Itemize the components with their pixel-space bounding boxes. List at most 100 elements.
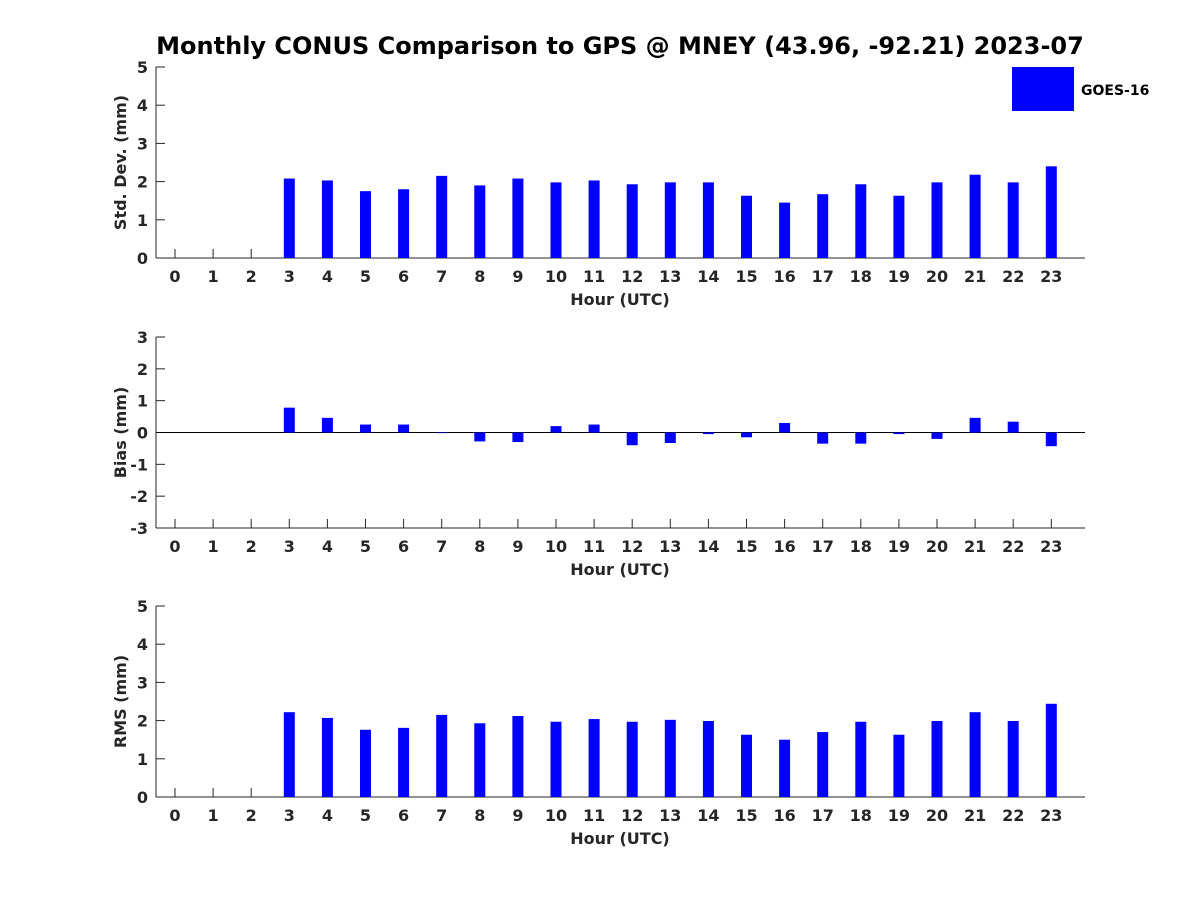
bar-bias-hour-5 — [360, 424, 371, 433]
bar-std-dev-hour-11 — [588, 180, 600, 258]
bar-std-dev-hour-14 — [702, 182, 714, 258]
x-tick-label: 19 — [888, 267, 910, 286]
bar-rms-hour-11 — [588, 719, 600, 797]
x-tick-label: 18 — [850, 806, 872, 825]
x-tick-label: 7 — [436, 267, 447, 286]
y-tick-label: 0 — [137, 249, 148, 268]
x-tick-label: 21 — [964, 267, 986, 286]
y-tick-label: 0 — [137, 788, 148, 807]
x-tick-label: 3 — [284, 806, 295, 825]
x-tick-label: 14 — [697, 537, 719, 556]
x-tick-label: 16 — [773, 267, 795, 286]
x-tick-label: 9 — [512, 537, 523, 556]
x-tick-label: 13 — [659, 537, 681, 556]
x-tick-label: 13 — [659, 806, 681, 825]
x-tick-label: 20 — [926, 806, 948, 825]
bar-bias-hour-10 — [550, 426, 562, 433]
x-tick-label: 15 — [735, 537, 757, 556]
x-tick-label: 0 — [169, 267, 180, 286]
bar-bias-hour-15 — [741, 432, 752, 438]
x-tick-label: 17 — [812, 267, 834, 286]
bar-std-dev-hour-18 — [855, 184, 867, 258]
bar-std-dev-hour-17 — [817, 194, 829, 258]
bar-rms-hour-17 — [817, 732, 829, 797]
bar-bias-hour-16 — [779, 422, 791, 433]
bar-bias-hour-23 — [1045, 432, 1057, 447]
bar-std-dev-hour-21 — [969, 174, 981, 258]
x-tick-label: 7 — [436, 537, 447, 556]
bar-std-dev-hour-23 — [1045, 166, 1057, 258]
y-tick-label: 5 — [137, 597, 148, 616]
y-tick-label: 3 — [137, 328, 148, 347]
bar-bias-hour-21 — [969, 417, 981, 433]
bar-rms-hour-8 — [474, 723, 486, 797]
y-tick-label: -2 — [130, 487, 148, 506]
bar-rms-hour-15 — [741, 734, 752, 797]
bar-bias-hour-12 — [626, 432, 638, 446]
y-axis-label: Std. Dev. (mm) — [111, 95, 130, 230]
legend-swatch — [1012, 67, 1074, 111]
y-axis-label: Bias (mm) — [111, 387, 130, 479]
x-tick-label: 22 — [1002, 537, 1024, 556]
bar-std-dev-hour-22 — [1007, 182, 1019, 258]
bar-std-dev-hour-19 — [893, 195, 905, 258]
bar-rms-hour-7 — [436, 714, 448, 797]
x-tick-label: 18 — [850, 267, 872, 286]
x-tick-label: 11 — [583, 537, 605, 556]
x-tick-label: 22 — [1002, 806, 1024, 825]
y-tick-label: 0 — [137, 424, 148, 443]
y-tick-label: 1 — [137, 750, 148, 769]
x-tick-label: 8 — [474, 537, 485, 556]
bar-rms-hour-14 — [702, 720, 714, 797]
x-tick-label: 16 — [773, 806, 795, 825]
bar-rms-hour-3 — [283, 712, 295, 797]
x-tick-label: 23 — [1040, 806, 1062, 825]
y-tick-label: 2 — [137, 360, 148, 379]
bar-std-dev-hour-16 — [779, 202, 791, 258]
y-tick-label: 3 — [137, 134, 148, 153]
bar-rms-hour-4 — [321, 717, 333, 797]
y-tick-label: 5 — [137, 58, 148, 77]
x-tick-label: 12 — [621, 267, 643, 286]
x-tick-label: 19 — [888, 806, 910, 825]
x-tick-label: 12 — [621, 537, 643, 556]
bar-std-dev-hour-13 — [664, 182, 676, 258]
bar-bias-hour-11 — [588, 424, 600, 433]
bar-bias-hour-17 — [817, 432, 829, 444]
x-tick-label: 4 — [322, 537, 333, 556]
x-tick-label: 5 — [360, 806, 371, 825]
bar-rms-hour-21 — [969, 712, 981, 797]
x-tick-label: 1 — [208, 806, 219, 825]
y-tick-label: 1 — [137, 392, 148, 411]
x-tick-label: 15 — [735, 267, 757, 286]
bar-bias-hour-9 — [512, 432, 524, 443]
bar-std-dev-hour-10 — [550, 182, 562, 258]
x-tick-label: 1 — [208, 537, 219, 556]
bar-std-dev-hour-9 — [512, 178, 524, 258]
bar-bias-hour-7 — [436, 432, 448, 434]
legend-label: GOES-16 — [1081, 83, 1149, 99]
bar-bias-hour-14 — [702, 432, 714, 435]
x-axis-label: Hour (UTC) — [570, 290, 670, 309]
x-tick-label: 10 — [545, 267, 567, 286]
bar-bias-hour-19 — [893, 432, 905, 435]
x-tick-label: 23 — [1040, 537, 1062, 556]
x-tick-label: 12 — [621, 806, 643, 825]
y-axis-label: RMS (mm) — [111, 655, 130, 748]
x-tick-label: 2 — [246, 806, 257, 825]
bar-rms-hour-22 — [1007, 720, 1019, 797]
x-tick-label: 1 — [208, 267, 219, 286]
bar-std-dev-hour-5 — [360, 191, 371, 258]
y-tick-label: 4 — [137, 635, 148, 654]
x-tick-label: 14 — [697, 267, 719, 286]
x-tick-label: 3 — [284, 537, 295, 556]
bar-bias-hour-18 — [855, 432, 867, 444]
bar-rms-hour-5 — [360, 729, 371, 797]
bar-rms-hour-12 — [626, 721, 638, 797]
bar-std-dev-hour-6 — [398, 189, 410, 258]
bar-bias-hour-3 — [283, 407, 295, 433]
x-tick-label: 5 — [360, 537, 371, 556]
